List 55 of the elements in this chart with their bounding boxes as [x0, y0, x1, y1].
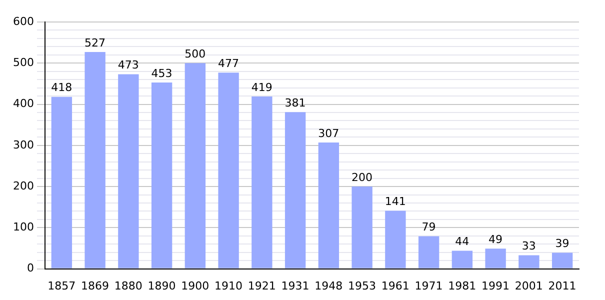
bar	[84, 52, 106, 268]
y-tick-label: 0	[26, 262, 34, 275]
bar	[252, 96, 272, 268]
x-tick-label: 2011	[548, 279, 576, 292]
x-tick-label: 1890	[148, 279, 176, 292]
data-label: 500	[184, 47, 206, 60]
data-label: 307	[318, 126, 340, 140]
bar	[385, 210, 406, 268]
bar	[518, 255, 540, 268]
data-label: 39	[555, 237, 570, 250]
bar	[552, 252, 573, 268]
x-tick-label: 2001	[514, 279, 543, 292]
data-label: 200	[352, 170, 373, 184]
x-tick-label: 1948	[314, 279, 343, 292]
data-label: 49	[488, 233, 503, 246]
bar	[284, 112, 306, 268]
data-label: 419	[251, 80, 272, 94]
x-tick-label: 1869	[81, 279, 110, 292]
x-tick-label: 1900	[181, 279, 210, 292]
x-tick-label: 1910	[214, 279, 243, 292]
data-label: 79	[422, 220, 436, 234]
x-tick-label: 1991	[482, 279, 510, 292]
bar	[318, 142, 340, 268]
x-tick-label: 1953	[348, 279, 376, 292]
x-tick-label: 1921	[248, 279, 276, 292]
y-tick-label: 500	[12, 56, 34, 69]
bar	[352, 186, 372, 268]
bar	[218, 72, 239, 268]
x-tick-label: 1961	[381, 279, 410, 292]
bar	[51, 96, 72, 268]
y-tick-label: 100	[12, 220, 34, 234]
data-label: 527	[84, 36, 106, 50]
bar	[418, 236, 440, 268]
x-tick-label: 1981	[448, 279, 476, 292]
data-label: 381	[284, 96, 306, 110]
data-label: 33	[522, 240, 536, 253]
data-label: 141	[384, 195, 406, 208]
bar	[151, 82, 172, 268]
y-tick-label: 600	[12, 14, 34, 28]
bar	[485, 248, 506, 268]
y-tick-label: 300	[12, 138, 34, 152]
x-tick-label: 1880	[114, 279, 142, 292]
x-tick-label: 1971	[414, 279, 443, 292]
data-label: 44	[455, 235, 470, 248]
x-tick-label: 1931	[281, 279, 310, 292]
y-tick-label: 400	[12, 97, 34, 110]
y-tick-label: 200	[12, 179, 34, 192]
bar	[118, 74, 139, 268]
data-label: 473	[118, 58, 139, 72]
data-label: 477	[218, 56, 240, 70]
bar	[184, 63, 206, 268]
bar	[452, 250, 473, 268]
data-label: 418	[51, 81, 72, 94]
data-label: 453	[151, 66, 172, 80]
x-tick-label: 1857	[48, 279, 76, 292]
